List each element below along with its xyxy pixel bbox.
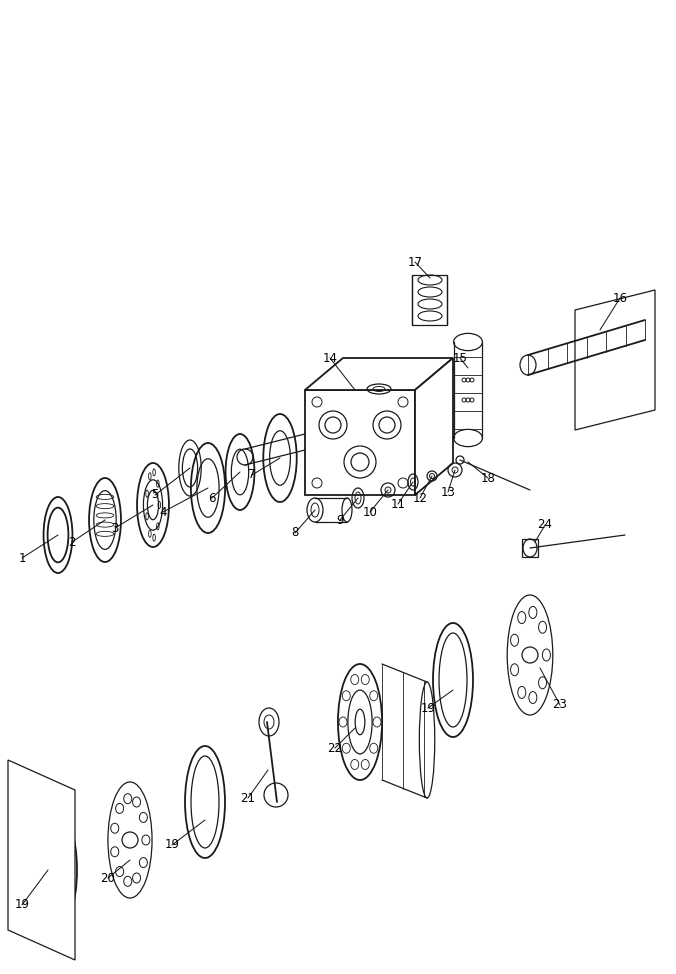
Polygon shape <box>415 358 453 495</box>
Text: 6: 6 <box>208 492 216 505</box>
Text: 14: 14 <box>322 352 337 364</box>
Bar <box>412 275 447 325</box>
Text: 7: 7 <box>248 468 256 481</box>
Text: 17: 17 <box>408 255 422 269</box>
Text: 4: 4 <box>160 506 167 518</box>
Text: 15: 15 <box>452 352 467 364</box>
Text: 11: 11 <box>391 498 406 510</box>
Polygon shape <box>575 290 655 430</box>
Text: 19: 19 <box>164 839 180 851</box>
Bar <box>522 539 538 557</box>
Text: 10: 10 <box>362 506 377 518</box>
Text: 23: 23 <box>552 698 567 711</box>
Text: 22: 22 <box>327 741 343 755</box>
Text: 16: 16 <box>612 291 627 305</box>
Text: 13: 13 <box>441 485 456 499</box>
Text: 9: 9 <box>336 513 344 527</box>
Text: 5: 5 <box>151 489 159 502</box>
Text: 21: 21 <box>241 792 256 805</box>
Polygon shape <box>8 760 75 960</box>
Text: 12: 12 <box>412 492 427 505</box>
Text: 24: 24 <box>537 518 552 532</box>
Text: 20: 20 <box>101 872 116 884</box>
Text: 18: 18 <box>481 471 496 484</box>
Polygon shape <box>305 358 453 390</box>
Bar <box>305 390 415 495</box>
Text: 1: 1 <box>18 551 26 565</box>
Text: 19: 19 <box>14 898 30 912</box>
Text: 19: 19 <box>420 701 435 715</box>
Text: 8: 8 <box>291 527 299 540</box>
Text: 2: 2 <box>68 536 76 548</box>
Text: 3: 3 <box>112 521 119 535</box>
